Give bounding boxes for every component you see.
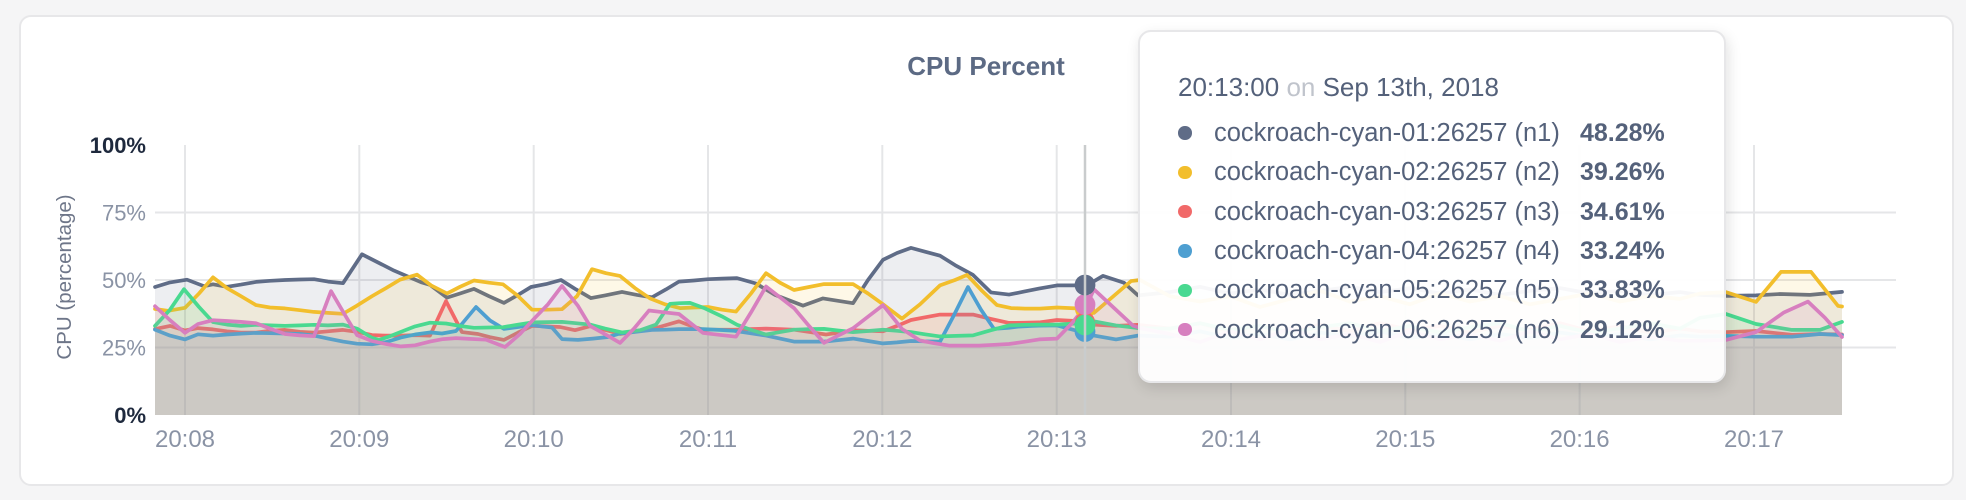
svg-text:CPU (percentage): CPU (percentage)	[53, 194, 76, 359]
svg-text:75%: 75%	[102, 201, 146, 226]
svg-text:20:11: 20:11	[679, 426, 737, 453]
svg-text:20:13: 20:13	[1027, 426, 1087, 453]
svg-text:20:10: 20:10	[504, 426, 564, 453]
svg-text:50%: 50%	[102, 268, 146, 293]
svg-text:25%: 25%	[102, 336, 146, 361]
svg-text:20:14: 20:14	[1201, 426, 1261, 453]
svg-text:CPU Percent: CPU Percent	[907, 51, 1065, 81]
svg-text:20:15: 20:15	[1375, 426, 1435, 453]
svg-text:20:08: 20:08	[155, 426, 215, 453]
svg-text:0%: 0%	[114, 403, 146, 428]
svg-text:20:12: 20:12	[852, 426, 912, 453]
svg-text:20:16: 20:16	[1550, 426, 1610, 453]
svg-text:100%: 100%	[90, 133, 146, 158]
svg-text:20:17: 20:17	[1724, 426, 1784, 453]
svg-text:20:09: 20:09	[329, 426, 389, 453]
